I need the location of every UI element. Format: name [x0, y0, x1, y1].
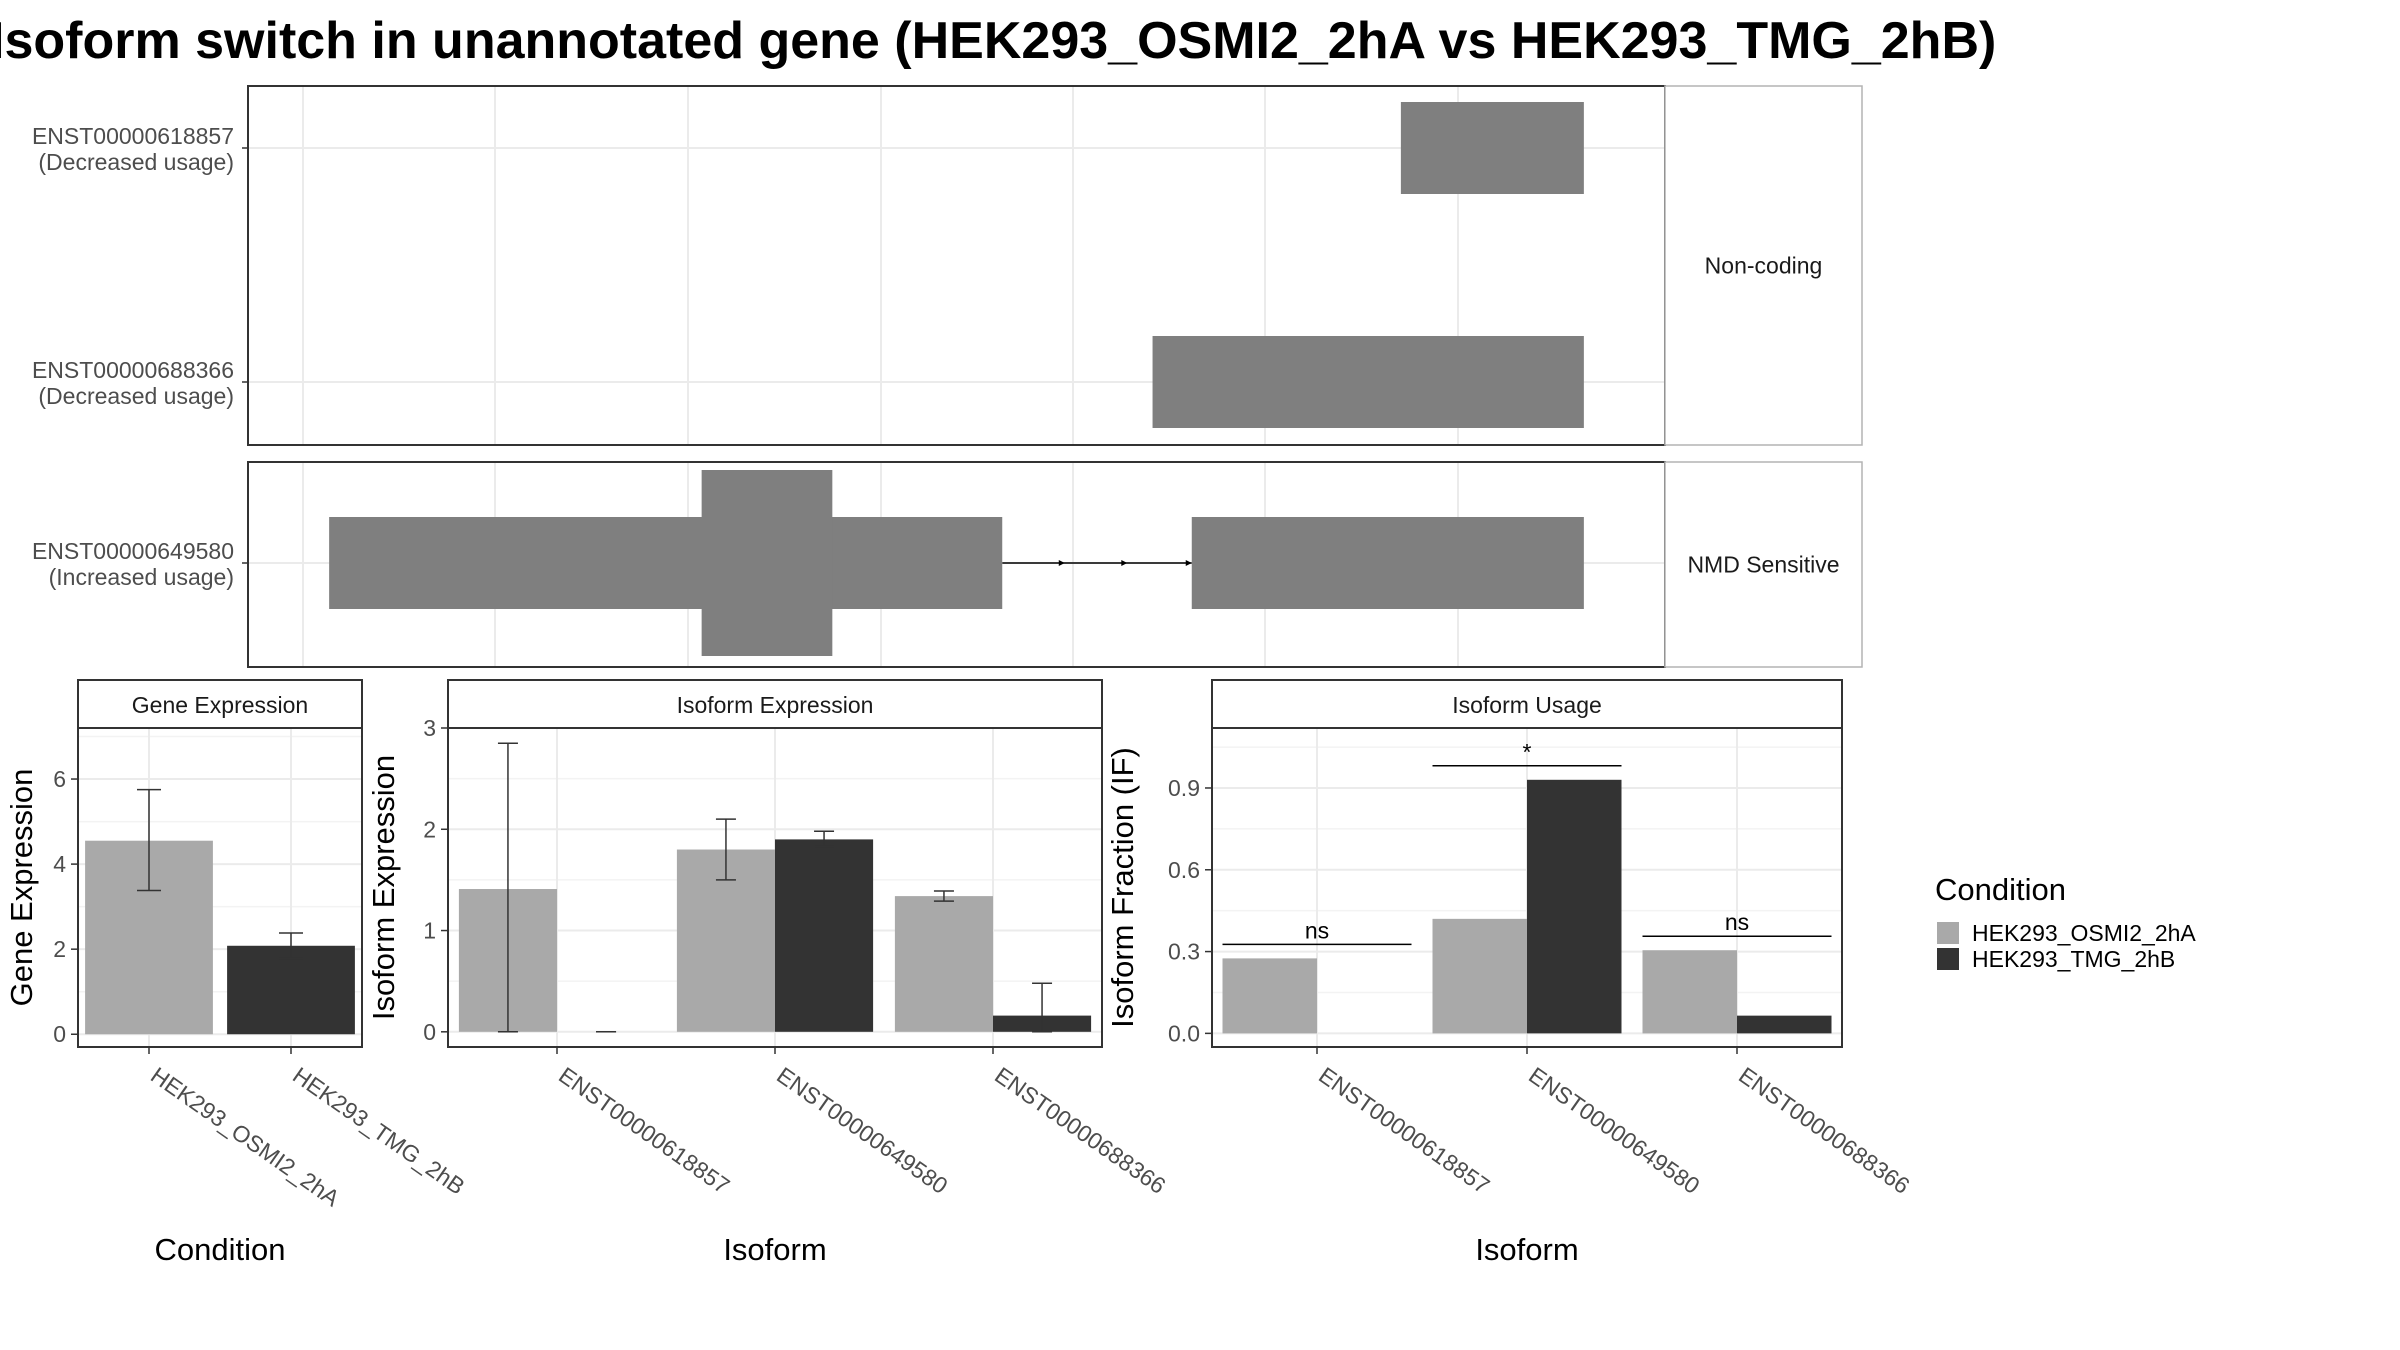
bar — [1222, 958, 1317, 1034]
legend-label: HEK293_TMG_2hB — [1972, 946, 2175, 972]
facet-label: Non-coding — [1705, 253, 1823, 279]
x-axis-title: Condition — [155, 1232, 286, 1267]
legend-label: HEK293_OSMI2_2hA — [1972, 920, 2196, 946]
facet-strip — [1664, 461, 1863, 668]
y-axis-title: Isoform Expression — [366, 755, 401, 1020]
isoform-structure-plot: ENST00000618857(Decreased usage)ENST0000… — [32, 85, 1863, 668]
cds-block — [701, 470, 833, 656]
panel-title: Gene Expression — [132, 692, 308, 718]
x-axis-title: Isoform — [723, 1232, 826, 1267]
structure-panel-1: ENST00000649580(Increased usage) NMD Sens… — [32, 461, 1863, 668]
facet-strip — [77, 679, 363, 729]
legend-title: Condition — [1935, 872, 2066, 907]
y-tick-label: 0 — [423, 1019, 436, 1045]
y-tick-label: 0 — [53, 1021, 66, 1047]
y-axis-title: Isoform Fraction (IF) — [1105, 747, 1140, 1028]
panel-title: Isoform Usage — [1452, 692, 1602, 718]
x-tick-label: ENST00000649580 — [772, 1062, 952, 1199]
bar — [894, 896, 993, 1032]
y-tick-label: 2 — [53, 936, 66, 962]
isoform-usage-label: (Decreased usage) — [38, 149, 234, 175]
intron-arrow — [1185, 560, 1192, 566]
facet-strip — [1664, 85, 1863, 446]
bar — [775, 839, 874, 1032]
x-tick-label: ENST00000688366 — [1734, 1062, 1914, 1199]
exon-block — [1191, 517, 1584, 609]
x-tick-label: ENST00000649580 — [1524, 1062, 1704, 1199]
exon-block — [329, 517, 1003, 609]
x-tick-label: ENST00000618857 — [554, 1062, 734, 1199]
isoform-usage-label: (Increased usage) — [49, 564, 234, 590]
y-tick-label: 6 — [53, 766, 66, 792]
intron-arrow — [1121, 560, 1128, 566]
y-tick-label: 2 — [423, 816, 436, 842]
significance-label: ns — [1725, 909, 1749, 935]
isoform-label: ENST00000649580 — [32, 538, 234, 564]
facet-label: NMD Sensitive — [1687, 552, 1839, 578]
figure-title: Isoform switch in unannotated gene (HEK2… — [0, 12, 1996, 70]
significance-label: * — [1523, 739, 1532, 765]
y-tick-label: 0.6 — [1168, 857, 1200, 883]
structure-panel-0: ENST00000618857(Decreased usage)ENST0000… — [32, 85, 1863, 446]
exon-block — [1400, 102, 1584, 194]
bar — [227, 945, 355, 1035]
facet-strip — [1211, 679, 1843, 729]
isoform-label: ENST00000618857 — [32, 123, 234, 149]
bar — [1642, 950, 1737, 1034]
panel-title: Isoform Expression — [677, 692, 874, 718]
facet-strip — [447, 679, 1103, 729]
bar — [1527, 779, 1622, 1034]
bar — [1432, 918, 1527, 1034]
exon-block — [1152, 336, 1584, 428]
y-tick-label: 3 — [423, 715, 436, 741]
y-tick-label: 4 — [53, 851, 66, 877]
chart-panel-2: ns * ns Isoform Usage 0.0 0.3 0.6 0.9 ENST000006… — [1105, 679, 1915, 1267]
bar — [1737, 1015, 1832, 1034]
intron-arrow — [1058, 560, 1065, 566]
expression-plots: Gene Expression0246HEK293_OSMI2_2hAHEK29… — [4, 679, 1915, 1267]
significance-label: ns — [1305, 917, 1329, 943]
y-tick-label: 0.0 — [1168, 1020, 1200, 1046]
y-axis-title: Gene Expression — [4, 769, 39, 1007]
y-tick-label: 0.9 — [1168, 775, 1200, 801]
isoform-label: ENST00000688366 — [32, 357, 234, 383]
x-tick-label: ENST00000688366 — [990, 1062, 1170, 1199]
chart-panel-1: Isoform Expression 0 1 2 3 ENST00000618857 ENS… — [366, 679, 1171, 1267]
y-tick-label: 1 — [423, 918, 436, 944]
legend-swatch — [1937, 922, 1959, 944]
x-axis-title: Isoform — [1475, 1232, 1578, 1267]
y-tick-label: 0.3 — [1168, 939, 1200, 965]
isoform-usage-label: (Decreased usage) — [38, 383, 234, 409]
x-tick-label: ENST00000618857 — [1314, 1062, 1494, 1199]
legend-swatch — [1937, 948, 1959, 970]
